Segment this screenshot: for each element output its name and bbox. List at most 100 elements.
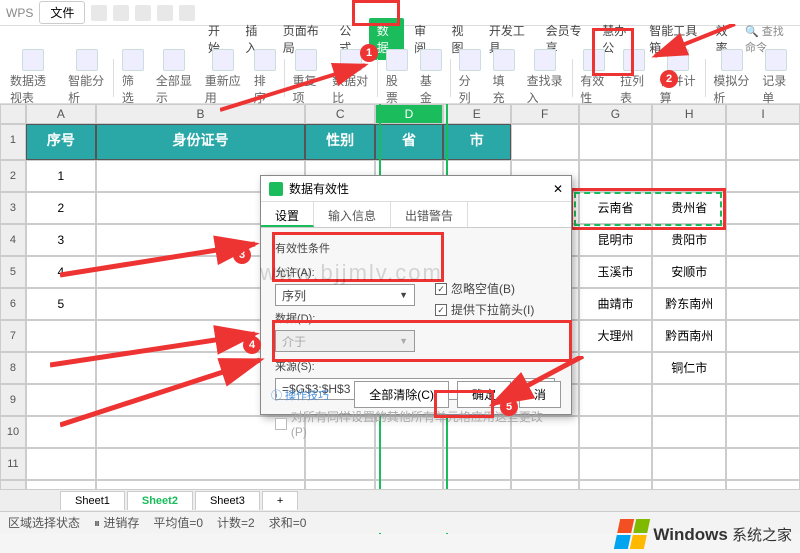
- col-header[interactable]: D: [375, 104, 443, 124]
- cell[interactable]: 大理州: [579, 320, 653, 352]
- sheet-tab[interactable]: Sheet3: [195, 491, 260, 510]
- row-header[interactable]: 8: [0, 352, 26, 384]
- toolbar-item[interactable]: 分列: [455, 49, 485, 106]
- cell[interactable]: [726, 160, 800, 192]
- col-header[interactable]: B: [96, 104, 305, 124]
- toolbar-item[interactable]: 拉列表: [616, 49, 652, 106]
- cell[interactable]: 序号: [26, 124, 96, 160]
- cell[interactable]: [726, 256, 800, 288]
- cell[interactable]: [652, 384, 726, 416]
- cell[interactable]: [26, 320, 96, 352]
- cell[interactable]: 黔西南州: [652, 320, 726, 352]
- cell[interactable]: [579, 352, 653, 384]
- cell[interactable]: 贵州省: [652, 192, 726, 224]
- allow-combo[interactable]: 序列▼: [275, 284, 415, 306]
- row-header[interactable]: 11: [0, 448, 26, 480]
- qat-icon[interactable]: [91, 5, 107, 21]
- cell[interactable]: 安顺市: [652, 256, 726, 288]
- cell[interactable]: 云南省: [579, 192, 653, 224]
- toolbar-item[interactable]: 重复项: [288, 49, 324, 106]
- cell[interactable]: 1: [26, 160, 96, 192]
- toolbar-item[interactable]: 智能分析: [64, 49, 109, 106]
- toolbar-item[interactable]: 模拟分析: [709, 49, 754, 106]
- cell[interactable]: 5: [26, 288, 96, 320]
- tips-link[interactable]: ⓘ 操作技巧: [271, 387, 329, 403]
- close-icon[interactable]: ✕: [553, 182, 563, 196]
- toolbar-item[interactable]: 基金: [416, 49, 446, 106]
- col-header[interactable]: F: [511, 104, 579, 124]
- cell[interactable]: 黔东南州: [652, 288, 726, 320]
- cell[interactable]: [652, 124, 726, 160]
- col-header[interactable]: E: [443, 104, 511, 124]
- cell[interactable]: 昆明市: [579, 224, 653, 256]
- cell[interactable]: 贵阳市: [652, 224, 726, 256]
- cell[interactable]: [511, 448, 579, 480]
- row-header[interactable]: 9: [0, 384, 26, 416]
- cell[interactable]: [305, 448, 375, 480]
- col-header[interactable]: H: [652, 104, 726, 124]
- cell[interactable]: [726, 448, 800, 480]
- cell[interactable]: 市: [443, 124, 511, 160]
- row-header[interactable]: 3: [0, 192, 26, 224]
- cell[interactable]: [26, 448, 96, 480]
- row-header[interactable]: 10: [0, 416, 26, 448]
- cell[interactable]: [652, 448, 726, 480]
- row-header[interactable]: 2: [0, 160, 26, 192]
- cell[interactable]: [579, 416, 653, 448]
- toolbar-item[interactable]: 筛选: [118, 49, 148, 106]
- qat-icon[interactable]: [179, 5, 195, 21]
- row-header[interactable]: 7: [0, 320, 26, 352]
- cell[interactable]: [26, 416, 96, 448]
- clear-button[interactable]: 全部清除(C): [354, 381, 449, 408]
- qat-icon[interactable]: [135, 5, 151, 21]
- cell[interactable]: [26, 352, 96, 384]
- cell[interactable]: 4: [26, 256, 96, 288]
- cell[interactable]: 铜仁市: [652, 352, 726, 384]
- cell[interactable]: [726, 384, 800, 416]
- cell[interactable]: [726, 352, 800, 384]
- col-header[interactable]: A: [26, 104, 96, 124]
- file-menu[interactable]: 文件: [39, 1, 85, 24]
- cell[interactable]: [726, 192, 800, 224]
- cell[interactable]: 玉溪市: [579, 256, 653, 288]
- cell[interactable]: 曲靖市: [579, 288, 653, 320]
- cancel-button[interactable]: 消: [519, 381, 561, 408]
- toolbar-item[interactable]: 填充: [489, 49, 519, 106]
- toolbar-item[interactable]: 有效性: [576, 49, 612, 106]
- cell[interactable]: [579, 384, 653, 416]
- col-header[interactable]: C: [305, 104, 375, 124]
- toolbar-item[interactable]: 排序: [250, 49, 280, 106]
- cell[interactable]: 身份证号: [96, 124, 305, 160]
- cell[interactable]: [726, 224, 800, 256]
- cell[interactable]: [726, 320, 800, 352]
- cell[interactable]: [375, 448, 443, 480]
- qat-icon[interactable]: [157, 5, 173, 21]
- cell[interactable]: [511, 124, 579, 160]
- cell[interactable]: 3: [26, 224, 96, 256]
- cell[interactable]: 2: [26, 192, 96, 224]
- col-header[interactable]: I: [726, 104, 800, 124]
- cell[interactable]: [26, 384, 96, 416]
- cell[interactable]: [443, 448, 511, 480]
- dropdown-arrow-check[interactable]: ✓提供下拉箭头(I): [435, 301, 534, 318]
- sheet-tab[interactable]: Sheet1: [60, 491, 125, 510]
- cell[interactable]: [726, 288, 800, 320]
- add-sheet[interactable]: +: [262, 491, 298, 510]
- cell[interactable]: [726, 124, 800, 160]
- col-header[interactable]: G: [579, 104, 653, 124]
- qat-icon[interactable]: [113, 5, 129, 21]
- ignore-blank-check[interactable]: ✓忽略空值(B): [435, 280, 534, 297]
- cell[interactable]: [652, 160, 726, 192]
- cell[interactable]: [579, 124, 653, 160]
- toolbar-item[interactable]: 查找录入: [523, 49, 568, 106]
- dialog-tab[interactable]: 设置: [261, 202, 314, 227]
- toolbar-item[interactable]: 股票: [382, 49, 412, 106]
- cell[interactable]: 省: [375, 124, 443, 160]
- row-header[interactable]: 6: [0, 288, 26, 320]
- cell[interactable]: [579, 160, 653, 192]
- toolbar-item[interactable]: 数据透视表: [6, 49, 60, 106]
- sheet-tab[interactable]: Sheet2: [127, 491, 193, 510]
- dialog-tab[interactable]: 出错警告: [391, 202, 468, 227]
- toolbar-item[interactable]: 重新应用: [201, 49, 246, 106]
- cell[interactable]: [726, 416, 800, 448]
